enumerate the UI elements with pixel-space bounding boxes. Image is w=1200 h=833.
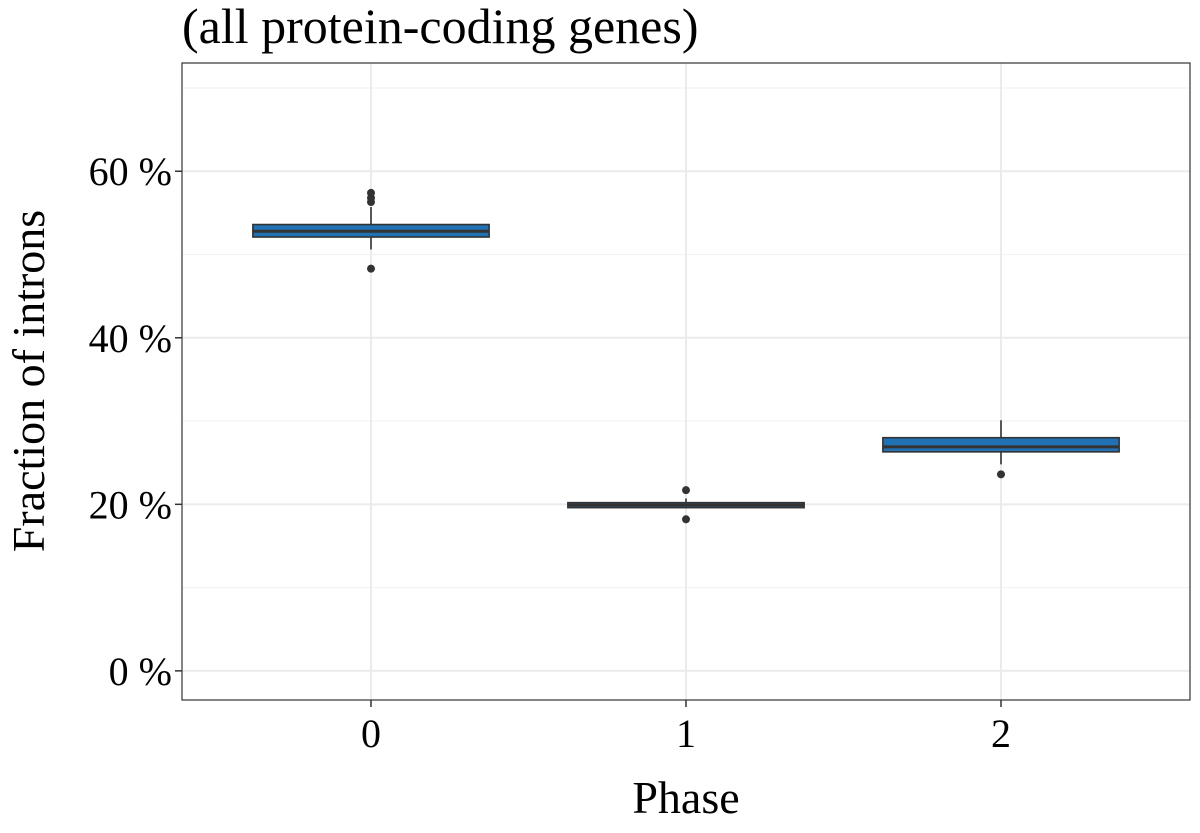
box-series	[252, 188, 1120, 524]
outlier-point	[997, 470, 1005, 479]
y-axis: 0 % 20 % 40 % 60 %	[89, 149, 182, 694]
outlier-point	[367, 188, 375, 197]
outlier-point	[682, 486, 690, 495]
grid-lines	[182, 63, 1190, 700]
x-tick-label: 1	[676, 711, 696, 756]
box-group	[882, 420, 1120, 479]
y-axis-title: Fraction of introns	[3, 210, 54, 552]
x-axis: 0 1 2	[361, 700, 1011, 756]
y-tick-label: 60 %	[89, 149, 172, 194]
chart-title: (all protein-coding genes)	[182, 0, 698, 54]
x-tick-label: 0	[361, 711, 381, 756]
box	[882, 436, 1120, 453]
x-tick-label: 2	[991, 711, 1011, 756]
y-tick-label: 20 %	[89, 482, 172, 527]
x-axis-title: Phase	[632, 772, 739, 823]
outlier-point	[682, 515, 690, 524]
box-group	[567, 486, 805, 524]
outlier-point	[367, 264, 375, 273]
y-tick-label: 0 %	[109, 649, 172, 694]
box-group	[252, 188, 490, 273]
y-tick-label: 40 %	[89, 316, 172, 361]
